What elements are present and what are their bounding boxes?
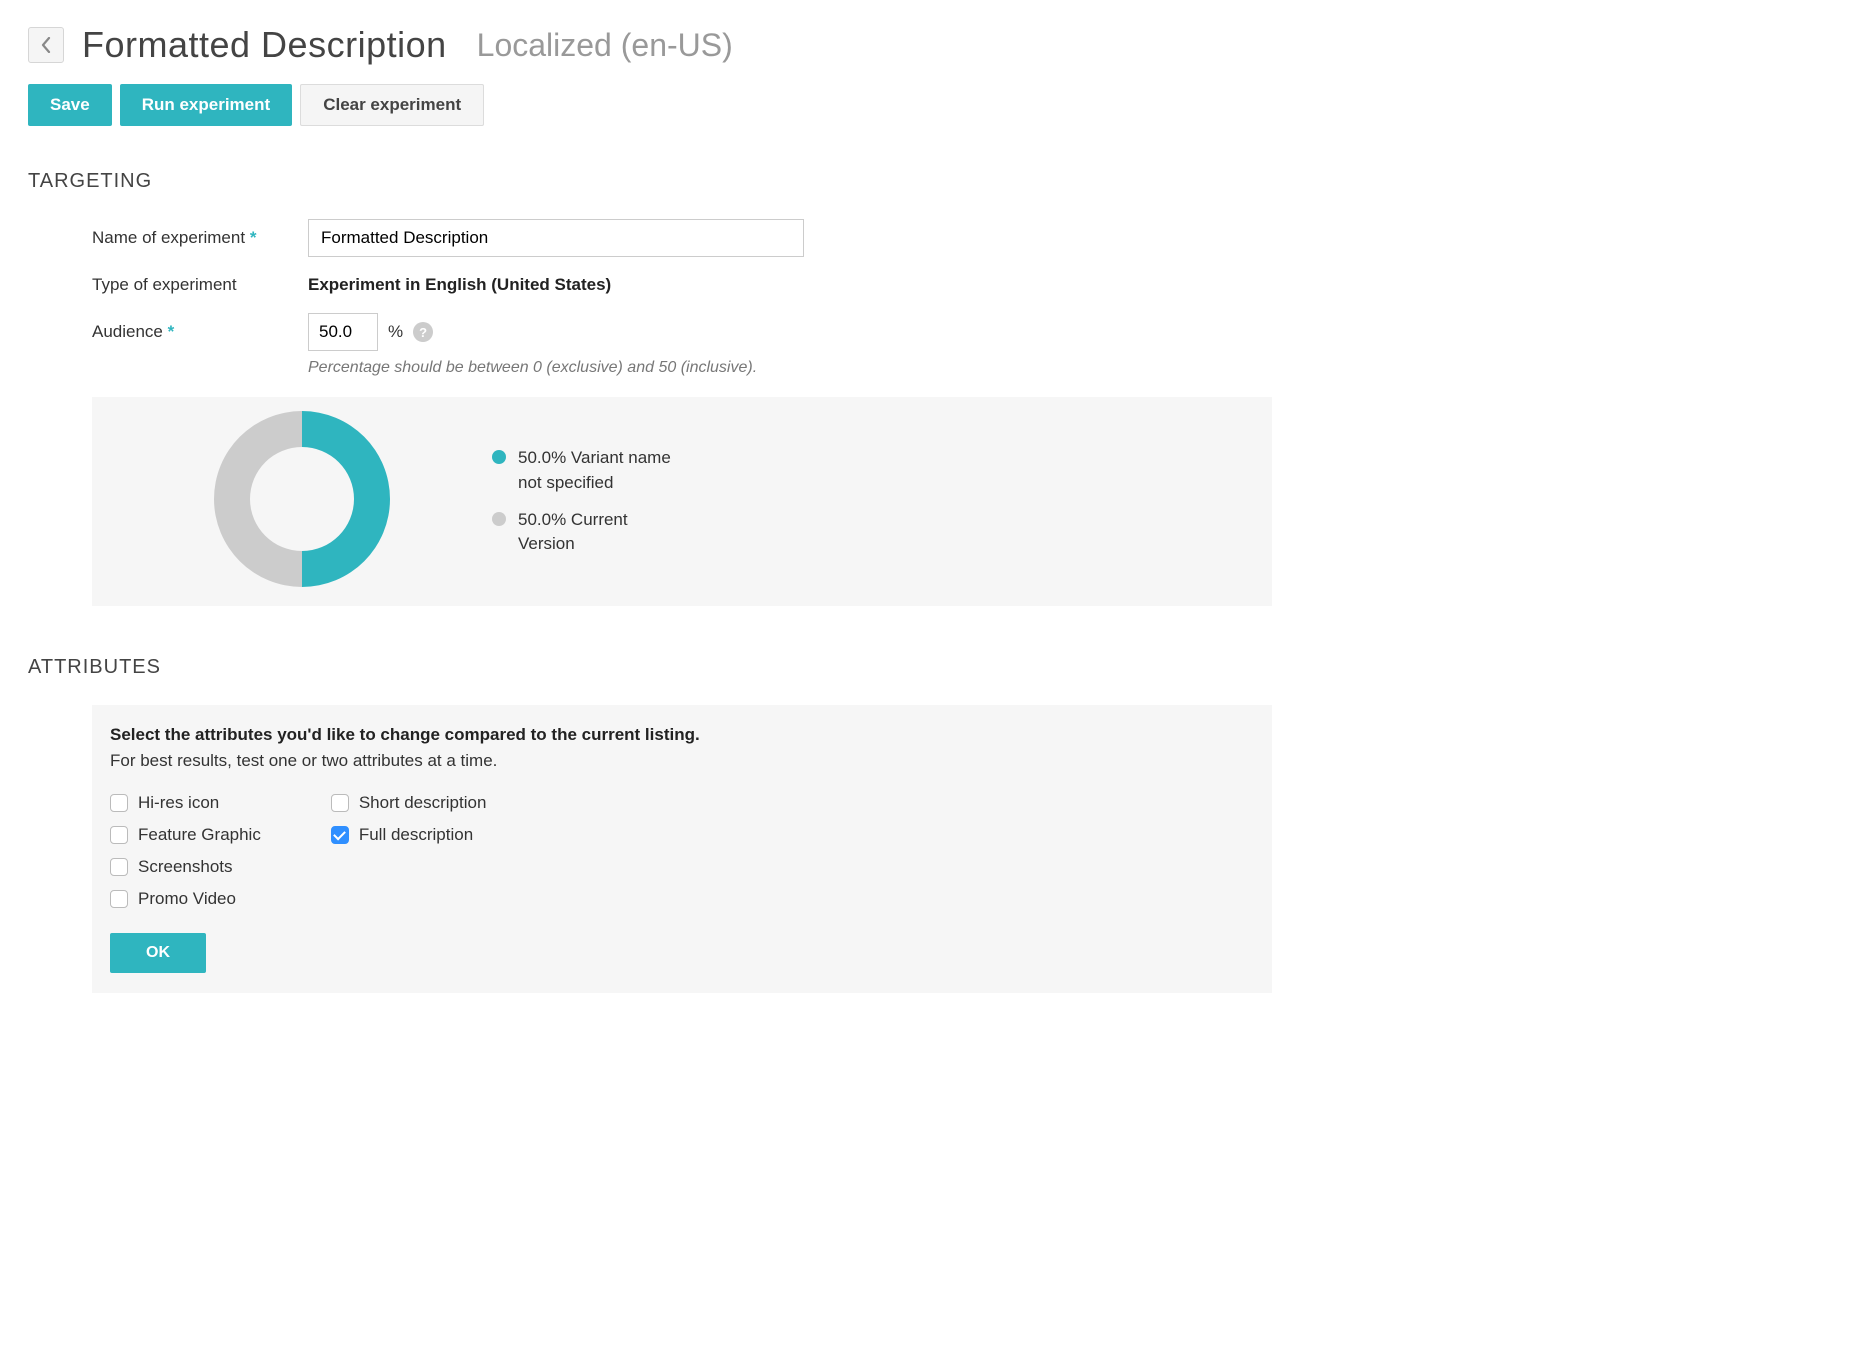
percent-sign: %	[388, 322, 403, 342]
attributes-heading: ATTRIBUTES	[28, 656, 1272, 679]
attribute-option[interactable]: Short description	[331, 793, 487, 813]
donut-slice	[214, 411, 302, 587]
page-subtitle: Localized (en-US)	[477, 27, 733, 64]
attributes-instruction-2: For best results, test one or two attrib…	[110, 751, 1254, 771]
legend-item: 50.0% Variant name not specified	[492, 446, 688, 495]
checkbox[interactable]	[331, 794, 349, 812]
attribute-option[interactable]: Full description	[331, 825, 487, 845]
attribute-option[interactable]: Hi-res icon	[110, 793, 261, 813]
audience-donut-chart	[212, 409, 392, 589]
attribute-label: Full description	[359, 825, 473, 845]
audience-chart-panel: 50.0% Variant name not specified 50.0% Cu…	[92, 397, 1272, 606]
chevron-left-icon	[41, 37, 51, 53]
back-button[interactable]	[28, 27, 64, 63]
attribute-label: Promo Video	[138, 889, 236, 909]
name-of-experiment-input[interactable]	[308, 219, 804, 257]
audience-input[interactable]	[308, 313, 378, 351]
checkbox[interactable]	[110, 794, 128, 812]
checkbox[interactable]	[331, 826, 349, 844]
attributes-panel: Select the attributes you'd like to chan…	[92, 705, 1272, 993]
attribute-option[interactable]: Screenshots	[110, 857, 261, 877]
audience-hint: Percentage should be between 0 (exclusiv…	[308, 359, 1272, 377]
type-of-experiment-value: Experiment in English (United States)	[308, 275, 611, 295]
run-experiment-button[interactable]: Run experiment	[120, 84, 292, 126]
legend-label: 50.0% Variant name not specified	[518, 446, 688, 495]
attribute-option[interactable]: Promo Video	[110, 889, 261, 909]
help-icon[interactable]: ?	[413, 322, 433, 342]
checkbox[interactable]	[110, 826, 128, 844]
attribute-label: Hi-res icon	[138, 793, 219, 813]
legend-swatch	[492, 450, 506, 464]
legend-item: 50.0% Current Version	[492, 508, 688, 557]
page-title: Formatted Description	[82, 24, 447, 66]
name-of-experiment-label: Name of experiment *	[92, 228, 308, 248]
attribute-label: Screenshots	[138, 857, 233, 877]
clear-experiment-button[interactable]: Clear experiment	[300, 84, 484, 126]
ok-button[interactable]: OK	[110, 933, 206, 973]
attributes-instruction-1: Select the attributes you'd like to chan…	[110, 725, 1254, 745]
attribute-option[interactable]: Feature Graphic	[110, 825, 261, 845]
legend-swatch	[492, 512, 506, 526]
attribute-label: Short description	[359, 793, 487, 813]
checkbox[interactable]	[110, 890, 128, 908]
legend-label: 50.0% Current Version	[518, 508, 688, 557]
donut-slice	[302, 411, 390, 587]
chart-legend: 50.0% Variant name not specified 50.0% Cu…	[492, 446, 688, 557]
checkbox[interactable]	[110, 858, 128, 876]
save-button[interactable]: Save	[28, 84, 112, 126]
type-of-experiment-label: Type of experiment	[92, 275, 308, 295]
attribute-label: Feature Graphic	[138, 825, 261, 845]
targeting-heading: TARGETING	[28, 170, 1272, 193]
audience-label: Audience *	[92, 322, 308, 342]
